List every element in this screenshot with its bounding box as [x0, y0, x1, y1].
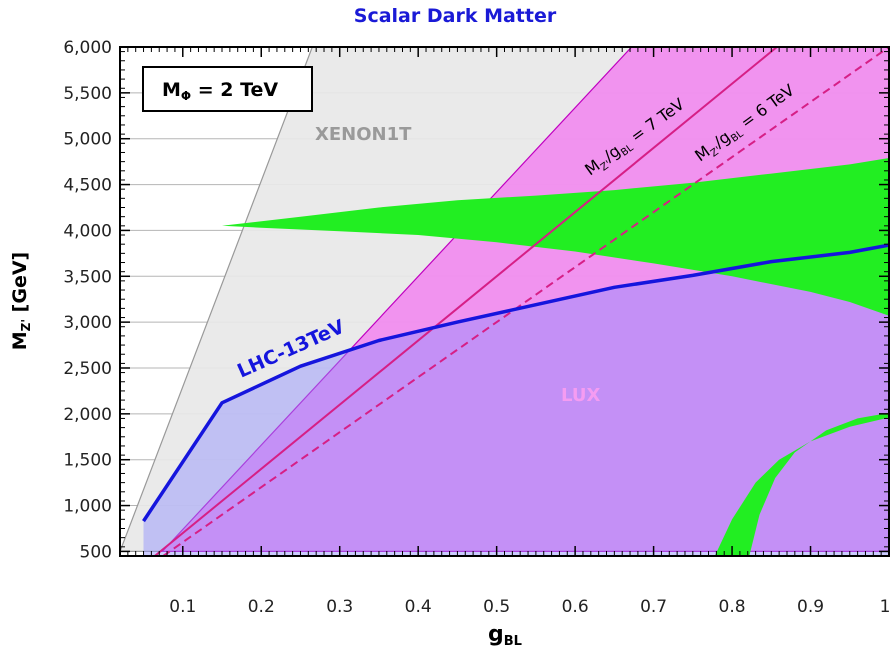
y-tick-label-10: 5,500	[63, 84, 112, 104]
chart-title: Scalar Dark Matter	[354, 5, 557, 27]
x-tick-label-5: 0.6	[562, 597, 589, 617]
mphi-box: MΦ = 2 TeV	[142, 66, 313, 112]
label-xenon1t: XENON1T	[315, 124, 412, 145]
ratio-line-6tev	[162, 47, 889, 556]
ratio-line-7tev	[154, 47, 778, 556]
x-axis-label-sub: BL	[504, 634, 522, 649]
y-tick-label-8: 4,500	[63, 176, 112, 196]
y-tick-label-1: 1,000	[63, 497, 112, 517]
mphi-sub: Φ	[181, 89, 191, 103]
region-lhc-13tev	[143, 245, 889, 556]
relic-band-2	[714, 412, 889, 556]
y-tick-label-5: 3,000	[63, 313, 112, 333]
relic-band-1	[222, 158, 889, 316]
y-tick-label-0: 500	[80, 542, 112, 562]
mphi-suffix: = 2 TeV	[191, 79, 278, 101]
y-tick-label-9: 5,000	[63, 130, 112, 150]
x-tick-label-4: 0.5	[483, 597, 510, 617]
y-tick-label-4: 2,500	[63, 359, 112, 379]
y-tick-label-6: 3,500	[63, 267, 112, 287]
y-axis-label: MZ' [GeV]	[9, 252, 33, 350]
y-tick-label-11: 6,000	[63, 38, 112, 58]
x-tick-label-2: 0.3	[326, 597, 353, 617]
x-tick-label-9: 1	[880, 597, 891, 617]
x-tick-label-3: 0.4	[405, 597, 432, 617]
y-tick-label-7: 4,000	[63, 221, 112, 241]
x-tick-label-0: 0.1	[169, 597, 196, 617]
y-tick-label-3: 2,000	[63, 405, 112, 425]
x-axis-label: gBL	[488, 622, 522, 649]
mphi-box-frame	[142, 66, 313, 112]
mphi-box-text: MΦ = 2 TeV	[162, 79, 278, 103]
y-axis-label-unit: [GeV]	[9, 252, 31, 319]
x-tick-label-1: 0.2	[248, 597, 275, 617]
x-axis-label-main: g	[488, 622, 504, 647]
y-axis-label-sub: Z'	[19, 319, 33, 331]
x-tick-label-8: 0.9	[797, 597, 824, 617]
y-axis-label-main: M	[9, 331, 31, 350]
x-tick-label-7: 0.8	[719, 597, 746, 617]
y-tick-label-2: 1,500	[63, 451, 112, 471]
lhc-13tev-limit-line	[142, 243, 889, 523]
mphi-prefix: M	[162, 79, 181, 101]
x-tick-label-6: 0.7	[640, 597, 667, 617]
label-lux: LUX	[561, 385, 600, 406]
